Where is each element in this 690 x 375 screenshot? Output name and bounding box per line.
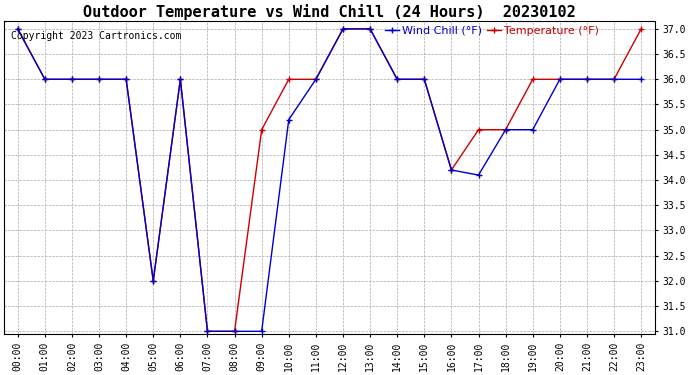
Temperature (°F) (68, 77, 76, 81)
Temperature (°F) (393, 77, 402, 81)
Wind Chill (°F) (68, 77, 76, 81)
Wind Chill (°F) (366, 27, 374, 31)
Temperature (°F) (529, 77, 537, 81)
Temperature (°F) (610, 77, 618, 81)
Wind Chill (°F) (312, 77, 320, 81)
Temperature (°F) (257, 128, 266, 132)
Temperature (°F) (474, 128, 482, 132)
Wind Chill (°F) (204, 329, 212, 333)
Line: Temperature (°F): Temperature (°F) (14, 26, 644, 335)
Title: Outdoor Temperature vs Wind Chill (24 Hours)  20230102: Outdoor Temperature vs Wind Chill (24 Ho… (83, 4, 576, 20)
Wind Chill (°F) (474, 173, 482, 177)
Wind Chill (°F) (285, 117, 293, 122)
Wind Chill (°F) (257, 329, 266, 333)
Temperature (°F) (502, 128, 510, 132)
Temperature (°F) (420, 77, 428, 81)
Wind Chill (°F) (95, 77, 104, 81)
Temperature (°F) (204, 329, 212, 333)
Temperature (°F) (95, 77, 104, 81)
Temperature (°F) (230, 329, 239, 333)
Wind Chill (°F) (41, 77, 49, 81)
Temperature (°F) (583, 77, 591, 81)
Temperature (°F) (447, 168, 455, 172)
Wind Chill (°F) (502, 128, 510, 132)
Temperature (°F) (285, 77, 293, 81)
Wind Chill (°F) (610, 77, 618, 81)
Wind Chill (°F) (529, 128, 537, 132)
Temperature (°F) (555, 77, 564, 81)
Temperature (°F) (637, 27, 645, 31)
Text: Copyright 2023 Cartronics.com: Copyright 2023 Cartronics.com (10, 31, 181, 41)
Wind Chill (°F) (339, 27, 347, 31)
Wind Chill (°F) (149, 279, 157, 283)
Wind Chill (°F) (447, 168, 455, 172)
Temperature (°F) (41, 77, 49, 81)
Temperature (°F) (122, 77, 130, 81)
Temperature (°F) (176, 77, 184, 81)
Wind Chill (°F) (14, 27, 22, 31)
Wind Chill (°F) (583, 77, 591, 81)
Wind Chill (°F) (230, 329, 239, 333)
Wind Chill (°F) (122, 77, 130, 81)
Line: Wind Chill (°F): Wind Chill (°F) (14, 26, 644, 335)
Temperature (°F) (149, 279, 157, 283)
Wind Chill (°F) (555, 77, 564, 81)
Temperature (°F) (312, 77, 320, 81)
Temperature (°F) (339, 27, 347, 31)
Wind Chill (°F) (420, 77, 428, 81)
Wind Chill (°F) (637, 77, 645, 81)
Wind Chill (°F) (176, 77, 184, 81)
Temperature (°F) (366, 27, 374, 31)
Wind Chill (°F) (393, 77, 402, 81)
Legend: Wind Chill (°F), Temperature (°F): Wind Chill (°F), Temperature (°F) (381, 21, 603, 40)
Temperature (°F) (14, 27, 22, 31)
